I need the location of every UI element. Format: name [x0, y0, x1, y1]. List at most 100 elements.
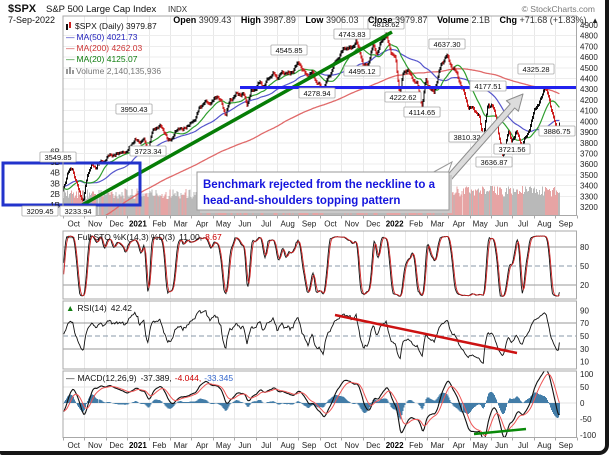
svg-text:Feb: Feb	[409, 441, 423, 450]
svg-text:20: 20	[580, 281, 589, 290]
svg-text:4400: 4400	[580, 75, 598, 84]
price-label-box	[39, 151, 77, 163]
panel-borders	[62, 15, 577, 438]
uptrend-line	[74, 30, 393, 211]
stockcharts-copyright-link[interactable]: © StockCharts.com	[521, 4, 595, 14]
legend-volume: Volume 2,140,135,936	[76, 66, 161, 76]
callout-line1: Benchmark rejected from the neckline to …	[203, 179, 436, 191]
svg-text:Dec: Dec	[109, 441, 123, 450]
svg-text:3300: 3300	[580, 192, 598, 201]
price-label: 3810.32	[453, 133, 480, 142]
index-name: S&P 500 Large Cap Index	[46, 4, 157, 15]
svg-text:Jul: Jul	[261, 441, 271, 450]
svg-text:4000: 4000	[580, 117, 598, 126]
svg-text:Nov: Nov	[345, 441, 359, 450]
annotation-callout: Benchmark rejected from the neckline to …	[196, 160, 453, 213]
price-label: 4177.51	[474, 82, 501, 91]
svg-text:3900: 3900	[580, 128, 598, 137]
price-label: 4222.62	[389, 93, 416, 102]
oscillator-plots	[63, 235, 560, 438]
callout-line2: head-and-shoulders topping pattern	[203, 195, 400, 207]
svg-text:0: 0	[580, 399, 585, 408]
up-triangle-icon: ▲	[591, 16, 599, 25]
low-label: Low	[305, 15, 324, 25]
price-label-box	[493, 143, 531, 155]
svg-text:Dec: Dec	[366, 220, 380, 229]
svg-text:4200: 4200	[580, 96, 598, 105]
svg-text:May: May	[473, 441, 488, 450]
price-label-box	[403, 106, 441, 118]
symbol: $SPX	[8, 3, 37, 15]
svg-text:Mar: Mar	[174, 441, 188, 450]
svg-text:Nov: Nov	[88, 220, 102, 229]
svg-text:Sep: Sep	[302, 441, 317, 450]
macd-panel-label: — MACD(12,26,9) -37.389, -4.044, -33.345	[66, 373, 233, 383]
legend-ma200: — MA(200) 4262.03	[66, 43, 142, 53]
ma50-dash-icon: —	[66, 32, 75, 42]
svg-text:Nov: Nov	[88, 441, 102, 450]
gridlines	[63, 16, 577, 438]
svg-text:50: 50	[580, 262, 589, 271]
high-label: High	[240, 15, 261, 25]
arrow-shape	[437, 93, 524, 191]
candlesticks	[63, 32, 560, 202]
svg-text:3B: 3B	[50, 179, 60, 188]
svg-text:2022: 2022	[386, 441, 404, 450]
price-annotations	[1, 30, 577, 211]
price-label-box	[475, 156, 513, 168]
price-label: 3209.45	[26, 207, 53, 216]
svg-text:100: 100	[580, 370, 594, 379]
quote-strip: Open 3909.43 High 3987.89 Low 3906.03 Cl…	[166, 15, 599, 25]
price-label: 4495.12	[348, 67, 375, 76]
price-label-box	[428, 38, 466, 50]
price-label-box	[270, 44, 308, 56]
legend-ma50: — MA(50) 4021.73	[66, 32, 138, 42]
rsi-downtrend-line	[334, 313, 518, 355]
svg-text:Dec: Dec	[109, 220, 123, 229]
svg-text:Apr: Apr	[453, 441, 466, 450]
svg-text:3500: 3500	[580, 171, 598, 180]
price-label: 3549.85	[44, 153, 71, 162]
svg-text:90: 90	[580, 306, 589, 315]
svg-text:Jun: Jun	[238, 441, 251, 450]
svg-text:Feb: Feb	[409, 220, 423, 229]
close-label: Close	[368, 15, 393, 25]
svg-text:Jun: Jun	[495, 220, 508, 229]
price-label-box	[115, 103, 153, 115]
svg-text:Apr: Apr	[196, 441, 209, 450]
svg-text:Jul: Jul	[518, 220, 528, 229]
legend-ma20: — MA(20) 4125.07	[66, 54, 138, 64]
svg-text:Oct: Oct	[324, 220, 337, 229]
svg-text:Sep: Sep	[559, 220, 574, 229]
svg-text:Sep: Sep	[559, 441, 574, 450]
svg-text:Jul: Jul	[518, 441, 528, 450]
price-label: 3233.94	[64, 207, 91, 216]
svg-text:Apr: Apr	[453, 220, 466, 229]
price-label: 4743.83	[338, 30, 365, 39]
price-label-box	[343, 65, 381, 77]
price-label: 3723.34	[134, 147, 161, 156]
svg-text:50: 50	[580, 383, 589, 392]
svg-text:80: 80	[580, 243, 589, 252]
price-label-box	[517, 63, 555, 75]
chg-value: +71.68 (+1.83%)	[519, 15, 587, 25]
svg-text:3800: 3800	[580, 139, 598, 148]
price-label: 4818.62	[372, 20, 399, 29]
price-label: 3721.56	[498, 145, 525, 154]
svg-text:50: 50	[580, 332, 589, 341]
macd-dash-icon: —	[66, 373, 75, 383]
svg-text:4100: 4100	[580, 107, 598, 116]
volume-highlight-box	[1, 161, 142, 207]
svg-text:10: 10	[580, 358, 589, 367]
volume-bars-icon	[66, 67, 74, 74]
price-label-box	[333, 28, 371, 40]
callout-box	[196, 171, 450, 211]
svg-text:3700: 3700	[580, 149, 598, 158]
price-label-box	[59, 205, 97, 217]
svg-text:May: May	[216, 441, 231, 450]
svg-text:May: May	[216, 220, 231, 229]
sto-dash-icon: —	[66, 232, 75, 242]
svg-text:Oct: Oct	[67, 441, 80, 450]
svg-text:2021: 2021	[129, 220, 147, 229]
svg-text:Feb: Feb	[152, 220, 166, 229]
